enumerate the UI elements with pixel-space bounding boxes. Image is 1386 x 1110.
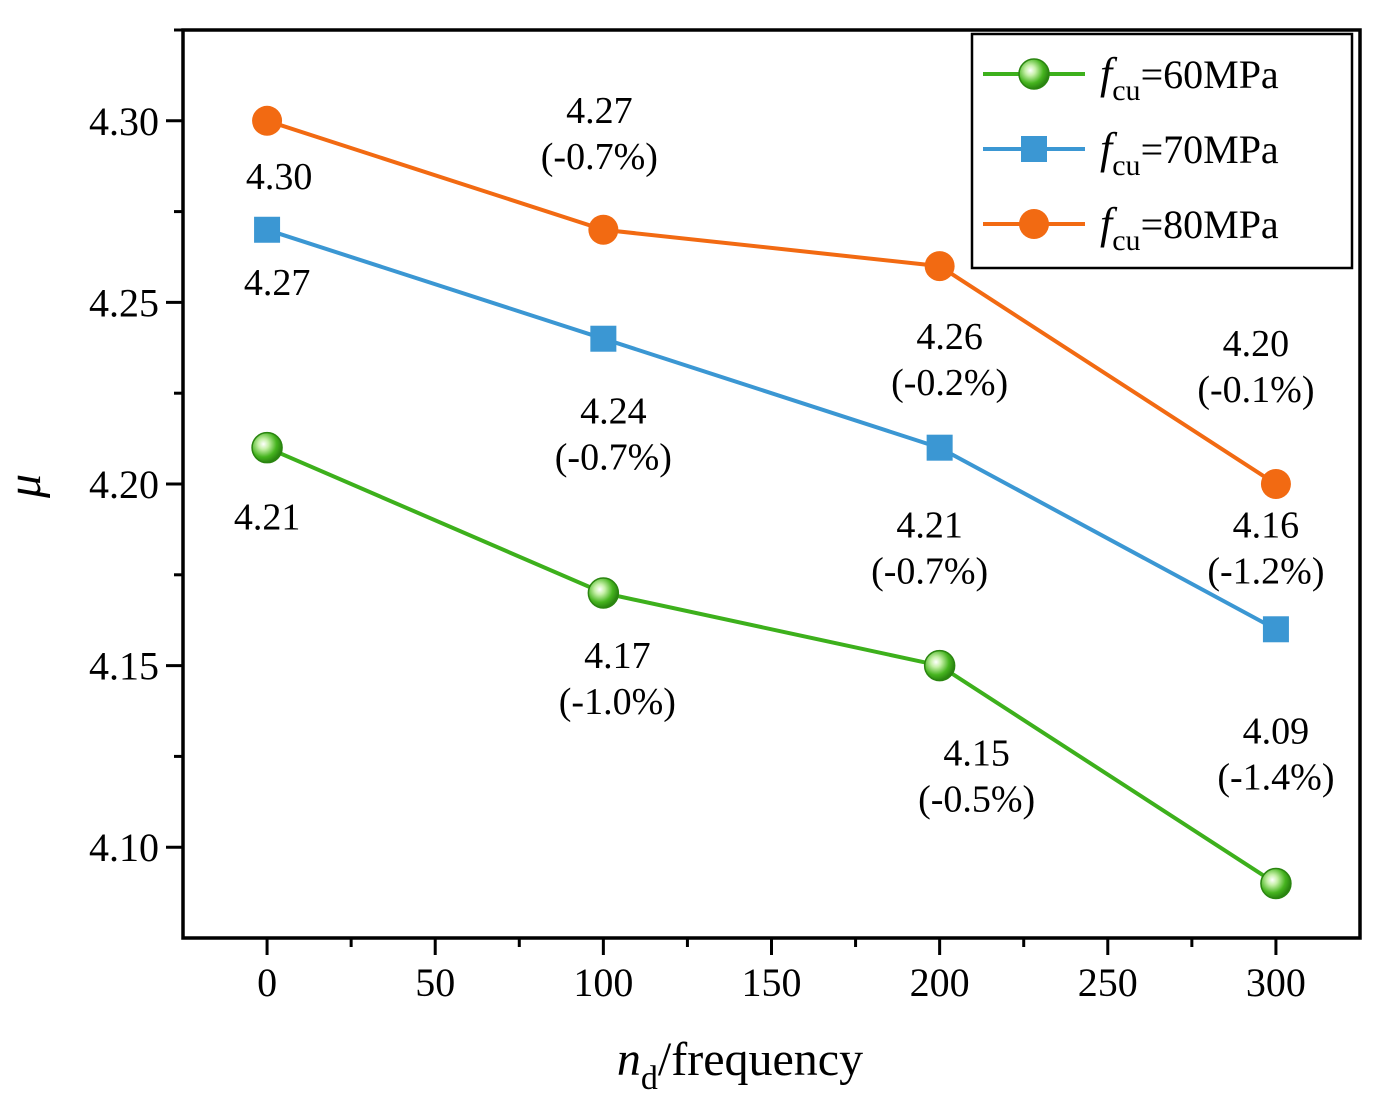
data-label: 4.17 (-1.0%): [559, 635, 676, 723]
data-label: 4.27 (-0.7%): [541, 90, 658, 178]
series-70MPa: [254, 216, 1289, 643]
x-tick-label: 0: [257, 960, 277, 1005]
data-point: [1018, 58, 1050, 90]
y-tick-label: 4.25: [89, 280, 159, 325]
data-label: 4.16 (-1.2%): [1207, 504, 1324, 592]
data-label: 4.24 (-0.7%): [555, 391, 672, 479]
series-layer: [251, 105, 1292, 900]
data-point: [254, 216, 281, 243]
legend-item: fcu=70MPa: [983, 124, 1279, 182]
data-label: 4.21: [234, 497, 301, 539]
series-line: [266, 227, 1277, 632]
data-point: [587, 577, 620, 609]
y-tick-label: 4.15: [89, 644, 159, 689]
data-point: [923, 649, 956, 682]
data-point: [926, 434, 953, 461]
data-point: [1260, 469, 1291, 499]
data-point: [588, 214, 619, 245]
x-axis-title: nd/frequency: [617, 1033, 863, 1097]
legend-label: fcu=60MPa: [1100, 49, 1279, 107]
data-point: [252, 105, 283, 136]
y-tick-label: 4.20: [89, 462, 159, 507]
series-line: [266, 118, 1277, 486]
x-tick-label: 100: [573, 960, 633, 1005]
series-60MPa: [251, 431, 1292, 900]
data-labels: 4.21 4.17 (-1.0%) 4.15 (-0.5%) 4.09 (-1.4%) 4.2…: [234, 90, 1335, 821]
data-label: 4.27: [244, 262, 311, 304]
x-tick-label: 300: [1246, 960, 1306, 1005]
x-axis: 0 50 100 150 200 250 300: [257, 938, 1306, 1005]
data-label: 4.20 (-0.1%): [1197, 323, 1314, 411]
data-point: [924, 251, 955, 282]
legend-label: fcu=80MPa: [1100, 199, 1279, 257]
x-tick-label: 250: [1078, 960, 1138, 1005]
data-point: [1260, 867, 1292, 900]
series-line: [266, 445, 1277, 886]
y-axis-title: μ: [0, 474, 51, 499]
y-tick-label: 4.30: [89, 99, 159, 144]
legend-item: fcu=80MPa: [983, 199, 1279, 257]
data-point: [590, 325, 617, 352]
data-label: 4.21 (-0.7%): [871, 505, 988, 593]
x-tick-label: 200: [910, 960, 970, 1005]
series-80MPa: [252, 105, 1291, 499]
data-point: [1262, 616, 1289, 643]
data-point: [251, 431, 283, 464]
legend-item: fcu=60MPa: [983, 49, 1279, 107]
legend: fcu=60MPa fcu=70MPa fcu=80MPa: [970, 32, 1354, 270]
y-tick-label: 4.10: [89, 825, 159, 870]
y-axis: 4.10 4.15 4.20 4.25 4.30: [89, 28, 183, 870]
x-tick-label: 50: [415, 960, 455, 1005]
data-label: 4.09 (-1.4%): [1217, 711, 1334, 799]
data-point: [1019, 209, 1049, 239]
data-label: 4.15 (-0.5%): [918, 733, 1035, 821]
x-tick-label: 150: [742, 960, 802, 1005]
data-point: [1021, 136, 1047, 162]
data-label: 4.30: [246, 156, 313, 198]
data-label: 4.26 (-0.2%): [891, 316, 1008, 404]
